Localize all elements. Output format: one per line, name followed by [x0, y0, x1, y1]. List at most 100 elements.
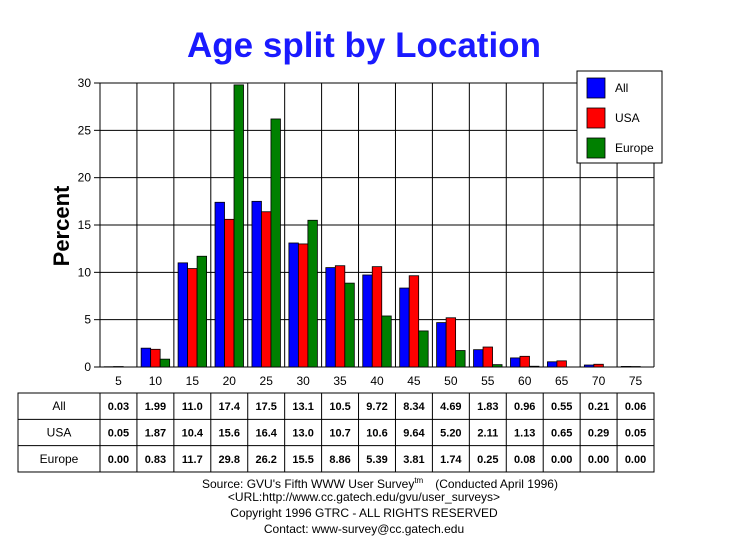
grid [99, 82, 655, 368]
table-cell: 0.00 [588, 454, 609, 466]
table-cell: 0.25 [477, 454, 498, 466]
x-tick-label: 45 [407, 374, 421, 388]
bar-usa-70 [593, 363, 604, 368]
x-tick-label: 5 [115, 374, 122, 388]
bar-usa-20 [224, 218, 235, 368]
legend: All USA Europe [576, 70, 663, 164]
y-axis-ticks: 0 5 10 15 20 25 30 [78, 76, 100, 374]
table-cell: 5.20 [440, 427, 461, 439]
table-cell: 0.83 [145, 454, 166, 466]
y-tick-label: 15 [78, 218, 92, 232]
bar-usa-10 [150, 348, 161, 368]
footer-conducted: (Conducted April 1996) [435, 477, 558, 491]
y-tick-label: 20 [78, 171, 92, 185]
table-cell: 0.29 [588, 427, 609, 439]
bar-europe-45 [418, 330, 429, 368]
table-cell: 0.00 [551, 454, 572, 466]
bar-europe-30 [307, 219, 318, 368]
bar-usa-55 [482, 346, 493, 368]
legend-swatch-europe [586, 137, 606, 159]
table-cell: 0.00 [625, 454, 646, 466]
x-tick-label: 40 [370, 374, 384, 388]
y-tick-label: 5 [84, 313, 91, 327]
bar-all-65 [547, 361, 558, 368]
table-cell: 13.1 [292, 401, 313, 413]
table-cell: 10.5 [329, 401, 350, 413]
y-tick-label: 25 [78, 123, 92, 137]
table-cell: 0.05 [108, 427, 129, 439]
footer-source-text: Source: GVU's Fifth WWW User Survey [202, 477, 414, 491]
footer-source: Source: GVU's Fifth WWW User Surveytm (Co… [202, 476, 558, 491]
bar-europe-50 [455, 350, 466, 368]
y-tick-label: 10 [78, 265, 92, 279]
table-cell: 29.8 [219, 454, 240, 466]
bar-usa-30 [297, 243, 309, 368]
table-cell: 17.5 [255, 401, 276, 413]
table-cell: 1.83 [477, 401, 498, 413]
table-row-label: All [52, 399, 65, 413]
x-axis-ticks: 5 10 15 20 25 30 35 40 45 50 55 60 65 70 75 [115, 374, 642, 388]
footer-source-sup: tm [414, 476, 423, 485]
x-tick-label: 20 [223, 374, 237, 388]
bar-europe-55 [492, 364, 503, 368]
x-tick-label: 60 [518, 374, 532, 388]
table-cell: 8.34 [403, 401, 425, 413]
table-cell: 11.0 [182, 401, 203, 413]
table-cell: 0.55 [551, 401, 572, 413]
legend-label-usa: USA [615, 111, 640, 125]
table-cell: 13.0 [292, 427, 313, 439]
table-cell: 17.4 [219, 401, 241, 413]
bar-europe-60 [529, 365, 540, 368]
bar-usa-40 [371, 266, 383, 368]
table-cell: 2.11 [477, 427, 498, 439]
table-cell: 0.00 [108, 454, 129, 466]
bar-usa-15 [187, 268, 198, 368]
table-cell: 4.69 [440, 401, 461, 413]
table-cell: 0.03 [108, 401, 129, 413]
footer-copyright: Copyright 1996 GTRC - ALL RIGHTS RESERVE… [230, 506, 498, 520]
bar-all-70 [583, 364, 595, 368]
table-cell: 10.6 [366, 427, 387, 439]
table-cell: 9.72 [366, 401, 387, 413]
x-tick-label: 10 [149, 374, 163, 388]
bar-all-25 [251, 200, 262, 368]
footer: Source: GVU's Fifth WWW User Surveytm (Co… [202, 476, 558, 536]
bar-all-45 [399, 287, 410, 368]
table-row-label: USA [47, 425, 72, 439]
table-cell: 5.39 [366, 454, 387, 466]
x-tick-label: 65 [555, 374, 569, 388]
x-tick-label: 35 [333, 374, 347, 388]
legend-label-europe: Europe [615, 141, 654, 155]
chart-title: Age split by Location [187, 26, 541, 65]
legend-label-all: All [615, 81, 628, 95]
data-table: All 0.03 1.99 11.0 17.4 17.5 13.1 10.5 9.72 8.34 4… [17, 392, 655, 473]
legend-swatch-all [586, 77, 606, 99]
bar-all-40 [362, 274, 373, 368]
table-cell: 0.06 [625, 401, 646, 413]
x-tick-label: 30 [296, 374, 310, 388]
table-cell: 15.6 [219, 427, 240, 439]
x-tick-label: 50 [444, 374, 458, 388]
x-tick-label: 25 [260, 374, 274, 388]
bar-europe-20 [233, 84, 244, 368]
x-tick-label: 55 [481, 374, 495, 388]
legend-swatch-usa [586, 107, 606, 129]
bar-all-10 [140, 347, 152, 368]
table-cell: 1.99 [145, 401, 166, 413]
bar-usa-35 [334, 265, 346, 368]
bar-all-75 [620, 366, 632, 368]
table-cell: 0.21 [588, 401, 609, 413]
bar-all-55 [473, 349, 484, 368]
bar-all-20 [214, 201, 225, 368]
bar-europe-40 [381, 315, 392, 368]
bar-usa-60 [519, 355, 530, 368]
table-cell: 10.7 [329, 427, 350, 439]
table-cell: 15.5 [292, 454, 313, 466]
bar-usa-65 [556, 360, 567, 368]
table-cell: 1.74 [440, 454, 462, 466]
bar-all-15 [177, 262, 188, 368]
y-axis-label: Percent [49, 185, 74, 266]
x-tick-label: 70 [592, 374, 606, 388]
bar-all-60 [510, 357, 521, 368]
